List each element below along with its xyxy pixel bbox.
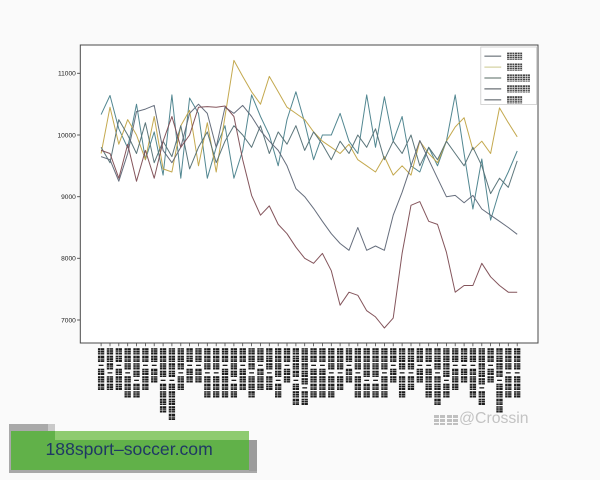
svg-text:8000: 8000 <box>61 256 76 263</box>
svg-text:9000: 9000 <box>61 194 76 201</box>
svg-text:10000: 10000 <box>57 132 76 139</box>
svg-text:11000: 11000 <box>58 71 76 78</box>
svg-text:7000: 7000 <box>61 317 76 324</box>
